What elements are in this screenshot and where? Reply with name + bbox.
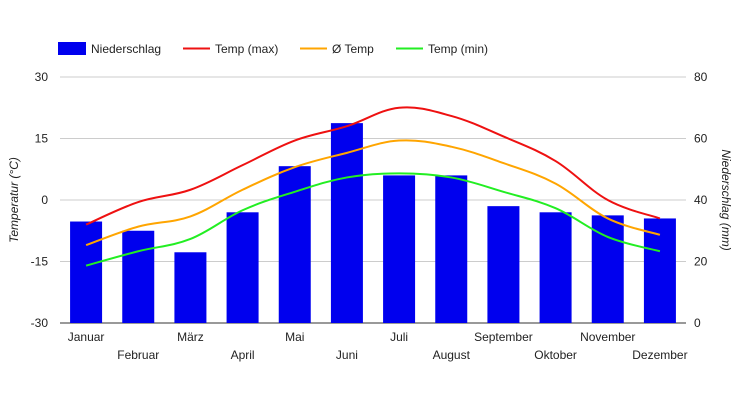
legend-item: Temp (max) [183,42,278,56]
bar-april [226,212,259,323]
y-left-tick-label: 0 [41,193,48,207]
y-left-tick-label: -30 [31,316,49,330]
x-tick-label: Januar [68,330,105,344]
x-tick-label: Mai [285,330,304,344]
bar-november [591,215,624,323]
y-axis-right-title: Niederschlag (mm) [719,149,731,250]
x-tick-label: Juni [336,348,358,362]
y-right-tick-label: 80 [694,70,708,84]
bar-september [487,206,520,323]
y-right-tick-label: 0 [694,316,701,330]
bar-märz [174,252,207,323]
legend-label: Temp (min) [428,42,488,56]
x-tick-label: April [231,348,255,362]
y-left-tick-label: 15 [35,132,49,146]
x-tick-label: Oktober [534,348,577,362]
bar-juli [383,175,416,323]
bar-oktober [539,212,572,323]
bar-dezember [643,218,676,323]
x-tick-label: Dezember [632,348,687,362]
y-right-tick-label: 20 [694,255,708,269]
bar-februar [122,230,155,323]
temperature-lines [85,106,661,267]
y-right-tick-label: 40 [694,193,708,207]
bar-januar [70,221,103,323]
bar-mai [278,166,311,323]
left-axis: 30 15 0 -15 -30 [31,70,49,330]
x-tick-label: Februar [117,348,159,362]
x-tick-label: März [177,330,204,344]
bar-august [435,175,468,323]
legend-item: Temp (min) [396,42,488,56]
legend-label: Niederschlag [91,42,161,56]
legend-swatch [58,42,86,55]
legend-item: Niederschlag [58,42,161,56]
line-temp-max [85,106,661,226]
x-tick-label: September [474,330,533,344]
x-tick-label: August [433,348,471,362]
right-axis: 80 60 40 20 0 [694,70,708,330]
y-right-tick-label: 60 [694,132,708,146]
x-tick-label: Juli [390,330,408,344]
chart-legend: Niederschlag Temp (max) Ø Temp Temp (min) [58,42,488,56]
y-left-tick-label: 30 [35,70,49,84]
x-axis: Januar Februar März April Mai Juni Juli AugustS… [68,330,688,362]
legend-item: Ø Temp [300,42,374,56]
line-temp [85,139,661,247]
y-axis-left-title: Temperatur (°C) [7,157,21,243]
line-temp-min [85,172,661,267]
grid-lines [60,76,686,324]
precipitation-bars [70,123,676,323]
legend-label: Temp (max) [215,42,278,56]
x-tick-label: November [580,330,635,344]
y-left-tick-label: -15 [31,255,49,269]
legend-label: Ø Temp [332,42,374,56]
